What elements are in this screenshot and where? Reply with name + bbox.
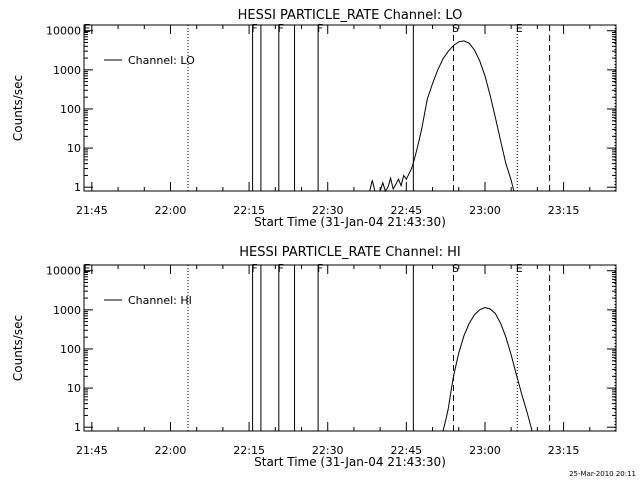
left-edge-label: E xyxy=(84,22,91,35)
x-tick-label: 22:00 xyxy=(155,204,187,217)
y-tick-label: 10 xyxy=(67,142,81,155)
x-tick-label: 23:00 xyxy=(469,444,501,457)
chart-title: HESSI PARTICLE_RATE Channel: LO xyxy=(238,8,463,23)
x-tick-label: 22:15 xyxy=(233,444,265,457)
x-tick-label: 21:45 xyxy=(76,204,108,217)
x-tick-label: 21:45 xyxy=(76,444,108,457)
event-label: F xyxy=(251,262,257,275)
chart-title: HESSI PARTICLE_RATE Channel: HI xyxy=(239,245,460,260)
y-axis-label: Counts/sec xyxy=(11,315,25,381)
y-tick-label: 1000 xyxy=(53,64,81,77)
event-label: F xyxy=(278,22,284,35)
legend-label: Channel: HI xyxy=(128,294,192,307)
event-label: F xyxy=(251,22,257,35)
y-tick-label: 100 xyxy=(60,103,81,116)
legend-label: Channel: LO xyxy=(128,54,195,67)
y-tick-label: 1 xyxy=(74,421,81,434)
event-label: E xyxy=(516,262,523,275)
series-line xyxy=(369,40,515,193)
y-tick-label: 10 xyxy=(67,382,81,395)
event-label: E xyxy=(516,22,523,35)
x-tick-label: 22:45 xyxy=(390,204,422,217)
panel-lo: HESSI PARTICLE_RATE Channel: LO 1 10 100 100… xyxy=(11,8,617,229)
x-tick-label: 22:30 xyxy=(312,204,344,217)
event-label: F xyxy=(317,22,323,35)
event-label: S xyxy=(452,22,459,35)
event-label: F xyxy=(278,262,284,275)
y-tick-label: 100 xyxy=(60,343,81,356)
x-tick-label: 22:15 xyxy=(233,204,265,217)
x-tick-label: 22:00 xyxy=(155,444,187,457)
y-tick-label: 1000 xyxy=(53,304,81,317)
x-tick-label: 23:15 xyxy=(548,444,580,457)
x-axis-label: Start Time (31-Jan-04 21:43:30) xyxy=(254,215,446,229)
event-label: S xyxy=(452,262,459,275)
y-tick-label: 1 xyxy=(74,181,81,194)
plot-frame xyxy=(83,24,617,192)
x-axis-label: Start Time (31-Jan-04 21:43:30) xyxy=(254,455,446,469)
x-tick-label: 23:15 xyxy=(548,204,580,217)
y-tick-label: 10000 xyxy=(46,25,81,38)
panel-hi: HESSI PARTICLE_RATE Channel: HI 1 10 100 100… xyxy=(11,245,617,469)
x-tick-label: 23:00 xyxy=(469,204,501,217)
y-tick-label: 10000 xyxy=(46,265,81,278)
y-axis-label: Counts/sec xyxy=(11,75,25,141)
left-edge-label: E xyxy=(84,262,91,275)
x-tick-label: 22:45 xyxy=(390,444,422,457)
series-line xyxy=(442,306,533,432)
plot-frame xyxy=(83,264,617,432)
footer-timestamp: 25-Mar-2010 20:11 xyxy=(569,470,636,478)
x-tick-label: 22:30 xyxy=(312,444,344,457)
event-label: F xyxy=(317,262,323,275)
